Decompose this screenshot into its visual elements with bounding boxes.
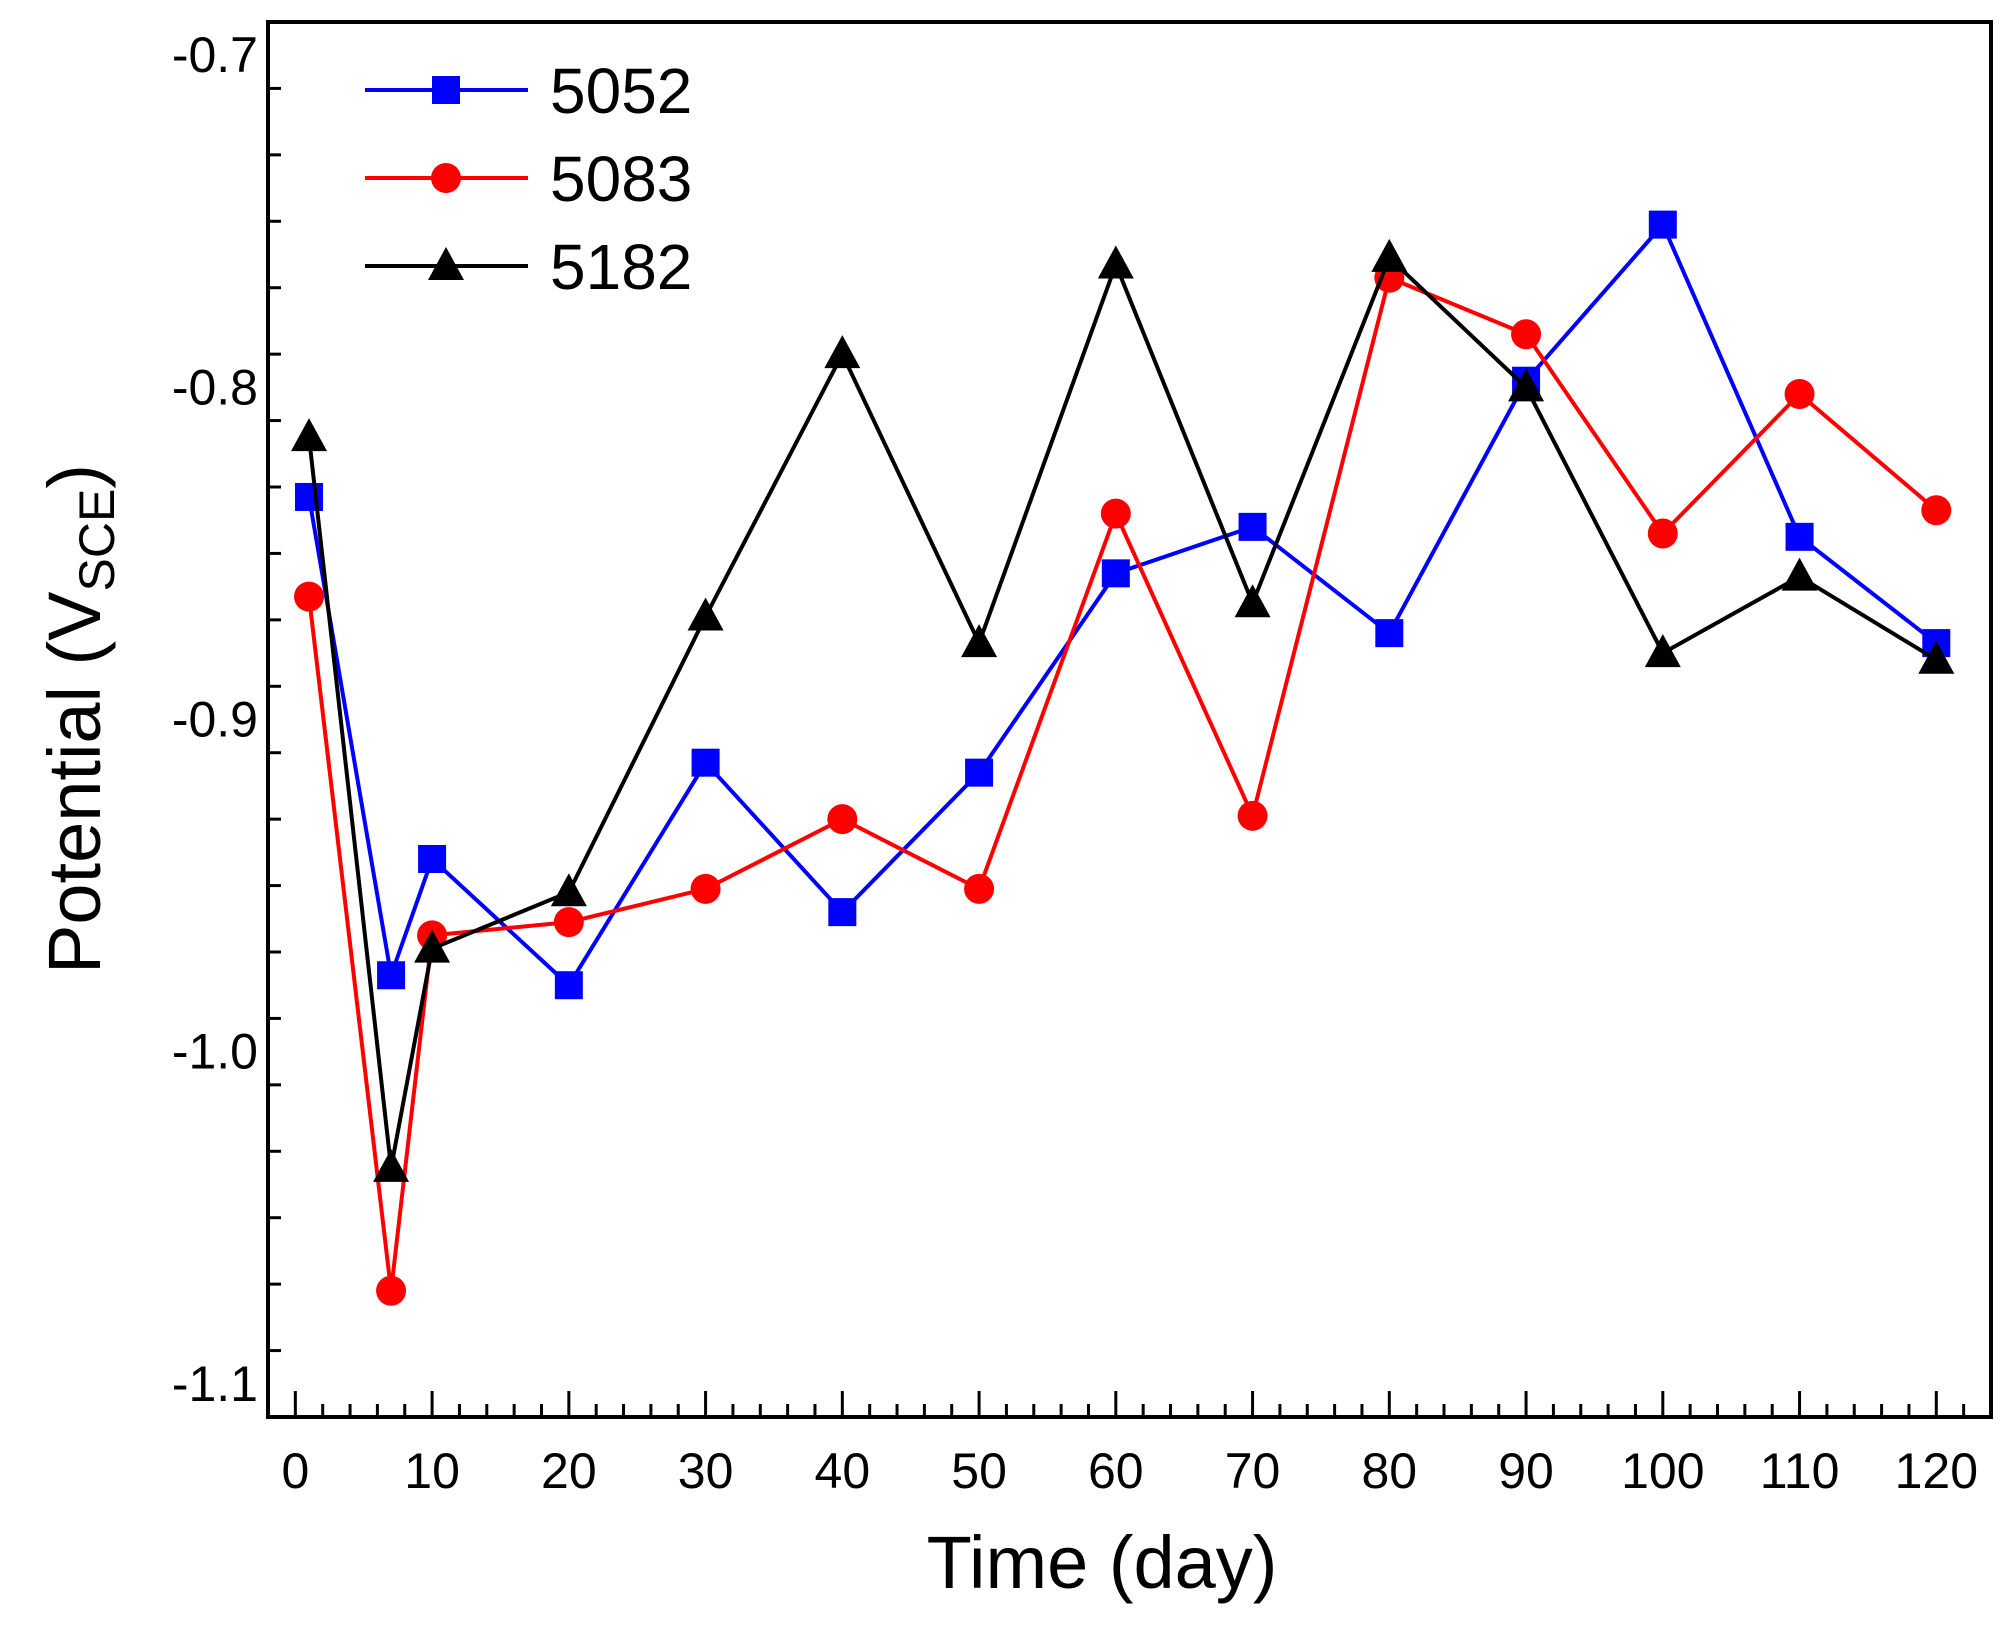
y-tick-label: -0.9 — [172, 692, 258, 748]
legend-entry-5083: 5083 — [365, 143, 692, 215]
y-axis-title-main: Potential (V — [33, 591, 116, 974]
legend-label: 5052 — [550, 55, 692, 127]
legend: 5052 5083 5182 — [365, 55, 692, 303]
marker-square — [1375, 619, 1404, 648]
marker-circle — [376, 1275, 407, 1306]
marker-circle — [294, 581, 325, 612]
x-tick-label: 60 — [1088, 1443, 1144, 1499]
series-5083 — [294, 262, 1952, 1306]
marker-triangle — [687, 597, 724, 631]
x-tick-label: 110 — [1760, 1443, 1840, 1499]
series-layer — [291, 210, 1955, 1306]
x-tick-label: 90 — [1498, 1443, 1554, 1499]
marker-triangle — [824, 335, 861, 369]
y-axis-title: Potential (VSCE) — [33, 464, 125, 974]
marker-triangle — [291, 418, 328, 452]
marker-triangle — [1918, 640, 1955, 674]
marker-circle — [1237, 800, 1268, 831]
marker-circle — [1100, 498, 1131, 529]
x-tick-label: 70 — [1225, 1443, 1281, 1499]
marker-triangle — [414, 929, 451, 963]
series-5052 — [295, 210, 1951, 1000]
marker-triangle — [550, 873, 587, 907]
marker-square — [1648, 210, 1677, 239]
y-tick-label: -1.0 — [172, 1024, 258, 1080]
marker-square — [418, 845, 447, 873]
marker-triangle — [961, 624, 998, 658]
marker-triangle — [1781, 557, 1818, 591]
x-tick-label: 50 — [951, 1443, 1007, 1499]
marker-circle — [431, 163, 461, 193]
series-line — [307, 254, 1938, 1169]
plot-frame — [266, 20, 1993, 1419]
y-tick-label: -1.1 — [172, 1356, 258, 1412]
marker-circle — [690, 873, 721, 904]
x-axis-title: Time (day) — [927, 1521, 1278, 1604]
y-tick-label: -0.8 — [172, 359, 258, 415]
marker-square — [432, 76, 460, 104]
y-tick-label: -0.7 — [172, 27, 258, 83]
x-tick-label: 0 — [281, 1443, 309, 1499]
marker-triangle — [1234, 584, 1271, 618]
legend-label: 5182 — [550, 231, 692, 303]
legend-entry-5052: 5052 — [365, 55, 692, 127]
marker-circle — [827, 804, 858, 835]
marker-square — [828, 898, 857, 927]
y-axis-title-close: ) — [33, 464, 116, 489]
x-tick-label: 20 — [541, 1443, 597, 1499]
marker-circle — [553, 907, 584, 938]
marker-square — [1101, 559, 1130, 588]
x-tick-label: 100 — [1621, 1443, 1704, 1499]
marker-circle — [1511, 319, 1542, 350]
marker-square — [377, 961, 406, 990]
marker-square — [1238, 512, 1267, 541]
legend-label: 5083 — [550, 143, 692, 215]
marker-triangle — [1097, 245, 1134, 279]
series-5182 — [291, 238, 1955, 1182]
marker-square — [554, 971, 583, 1000]
series-line — [307, 275, 1938, 1292]
marker-triangle — [373, 1148, 410, 1182]
y-axis-title-subscript: SCE — [69, 489, 125, 592]
marker-square — [1785, 522, 1814, 551]
marker-triangle — [1508, 368, 1545, 402]
marker-square — [965, 758, 994, 787]
marker-triangle — [1644, 634, 1681, 668]
marker-circle — [964, 873, 995, 904]
x-tick-label: 30 — [678, 1443, 734, 1499]
marker-triangle — [1371, 238, 1408, 272]
marker-circle — [1784, 379, 1815, 409]
x-tick-label: 40 — [815, 1443, 871, 1499]
marker-circle — [1921, 495, 1952, 526]
x-tick-label: 120 — [1895, 1443, 1978, 1499]
marker-circle — [1647, 518, 1678, 549]
legend-entry-5182: 5182 — [365, 231, 692, 303]
x-tick-label: 80 — [1362, 1443, 1418, 1499]
x-tick-label: 10 — [404, 1443, 460, 1499]
axes: 0 10 20 30 40 50 60 70 80 90 100 110 120 -0.7 -0.8 -0.9… — [172, 20, 1978, 1499]
marker-square — [691, 748, 720, 777]
series-line — [307, 220, 1938, 989]
marker-triangle — [428, 247, 464, 280]
